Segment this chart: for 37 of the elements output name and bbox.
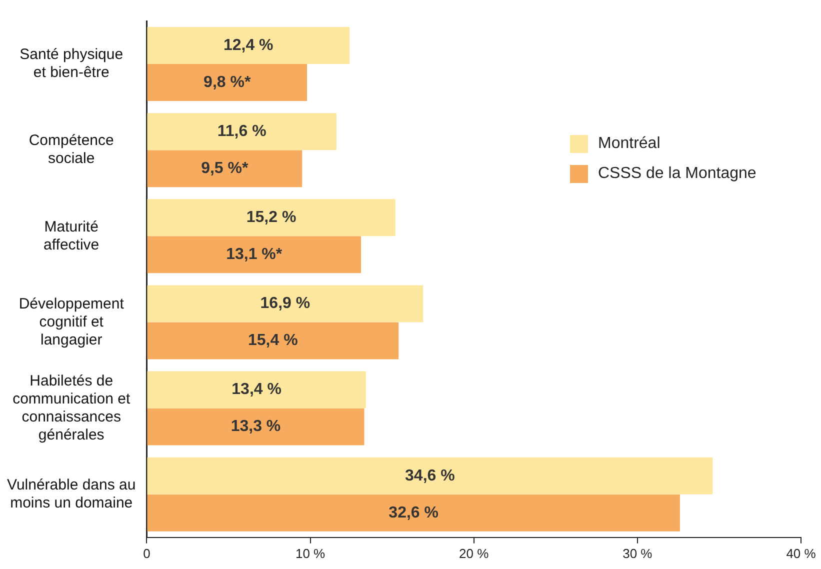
data-label: 15,4 % — [248, 332, 298, 350]
legend-label: CSSS de la Montagne — [598, 165, 756, 183]
bar — [147, 408, 364, 446]
bar — [147, 27, 350, 64]
data-label: 16,9 % — [260, 295, 310, 312]
data-label: 13,4 % — [232, 381, 282, 398]
x-tick-label: 0 — [143, 546, 150, 561]
y-tick-label: Habiletés de communication et connaissances générales — [12, 372, 131, 444]
data-label: 13,1 %* — [226, 246, 283, 264]
x-tick-label: 30 % — [622, 546, 653, 561]
data-label: 13,3 % — [230, 418, 281, 436]
bar — [147, 494, 680, 532]
y-tick-label: Développement cognitif et langagier — [18, 295, 125, 348]
bar — [147, 113, 336, 150]
x-tick-label: 10 % — [295, 546, 326, 561]
y-tick-label: Maturité affective — [44, 218, 100, 254]
x-tick-label: 20 % — [459, 546, 490, 561]
bar — [147, 457, 713, 494]
bar — [147, 64, 308, 102]
bar — [147, 236, 361, 274]
data-label: 9,5 %* — [201, 160, 249, 178]
data-label: 11,6 % — [217, 123, 266, 140]
bar — [147, 285, 424, 322]
data-label: 9,8 %* — [204, 74, 252, 91]
bar — [147, 150, 302, 188]
legend-label: Montréal — [598, 135, 660, 153]
bar — [147, 199, 396, 236]
bar — [147, 322, 399, 360]
y-tick-label: Vulnérable dans au moins un domaine — [6, 476, 136, 512]
x-tick-label: 40 % — [786, 546, 816, 561]
y-tick-label: Compétence sociale — [28, 132, 114, 168]
data-label: 34,6 % — [405, 467, 455, 484]
y-tick-label: Santé physique et bien-être — [20, 46, 124, 82]
data-label: 15,2 % — [246, 209, 296, 226]
data-label: 12,4 % — [223, 36, 274, 54]
data-label: 32,6 % — [388, 504, 438, 522]
bar — [147, 371, 366, 408]
